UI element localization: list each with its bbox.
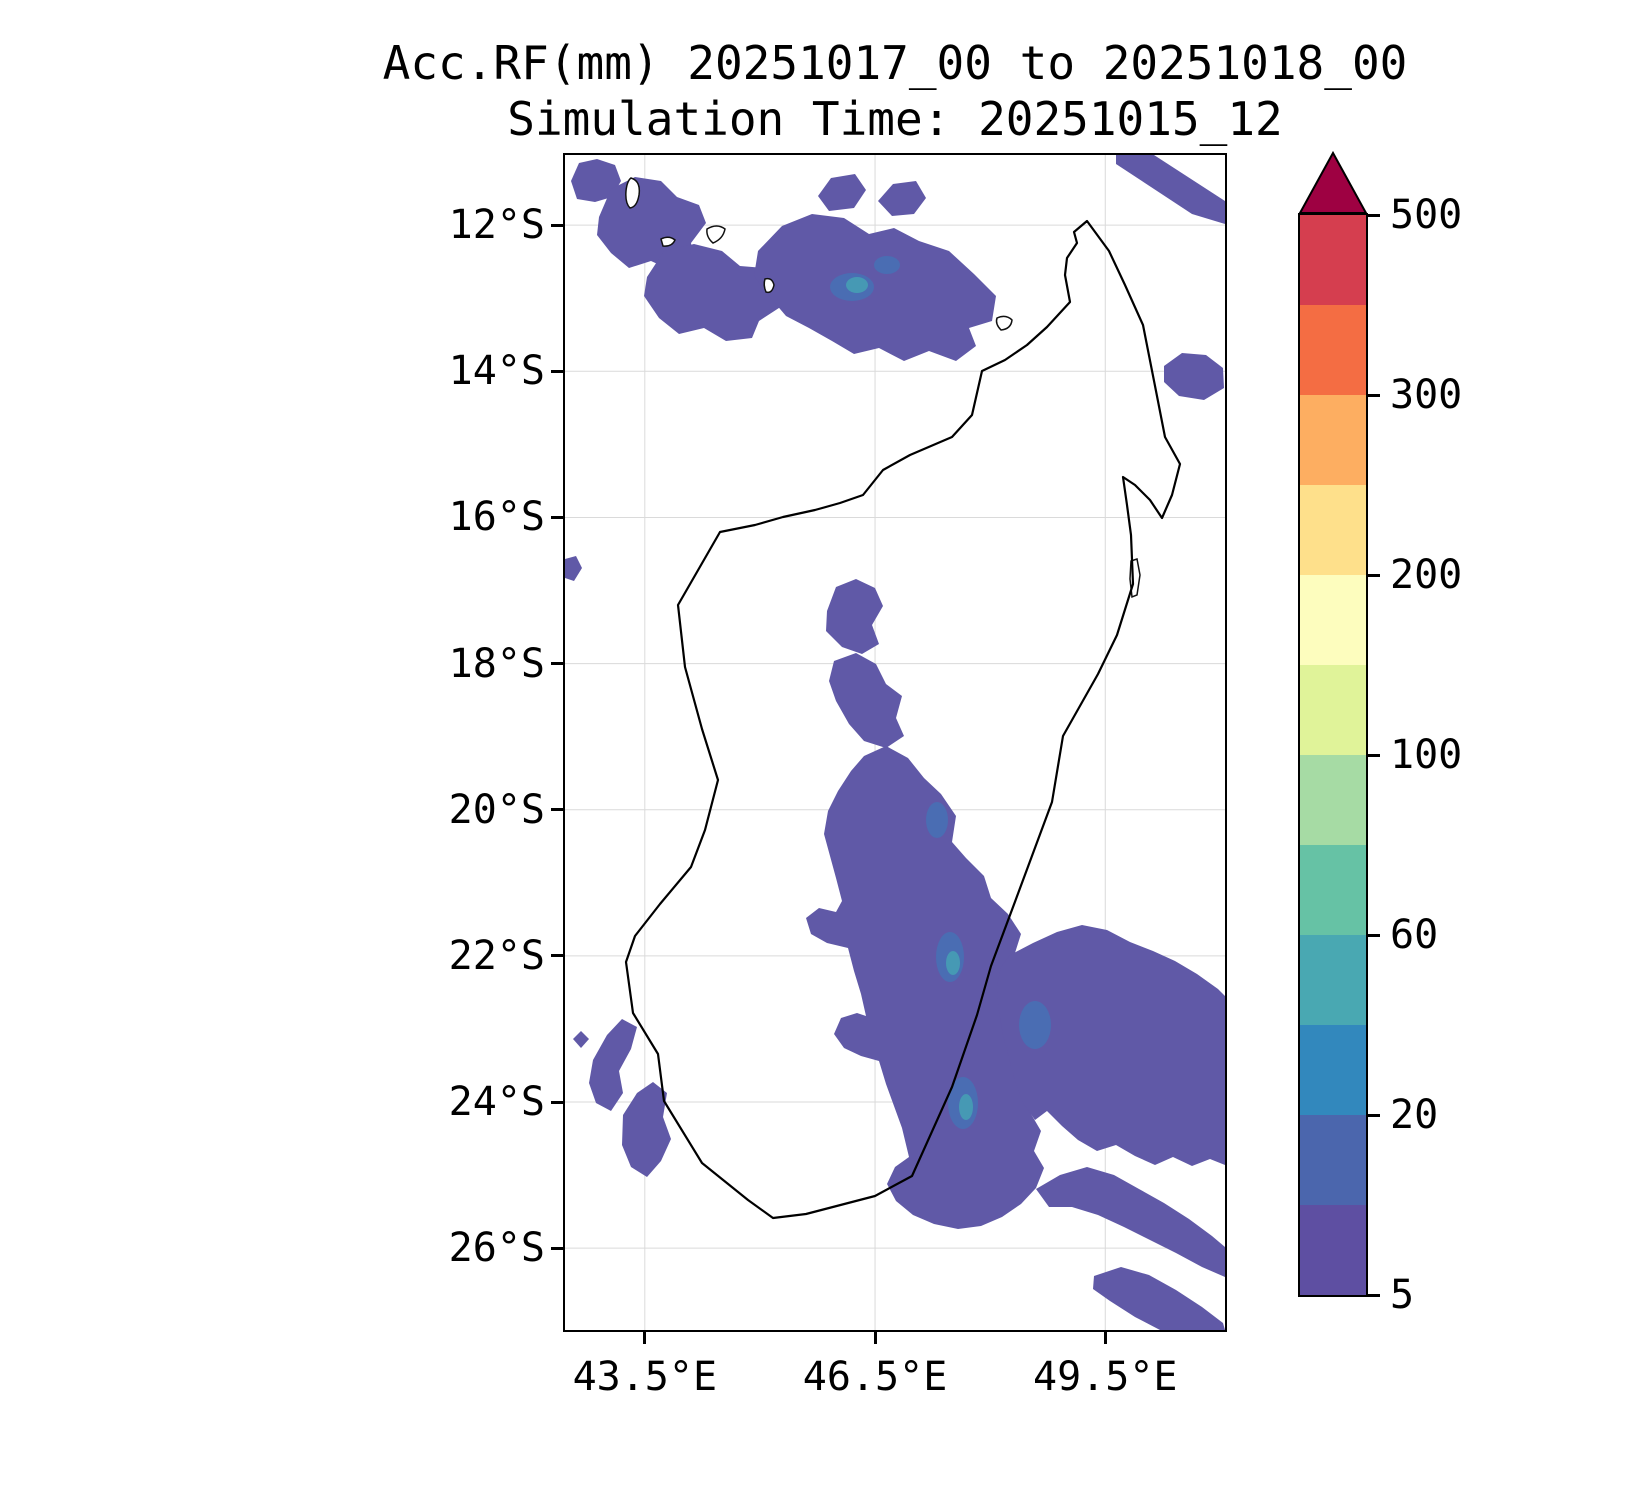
x-tick-label: 43.5°E bbox=[572, 1354, 718, 1400]
colorbar-segment-60-80 bbox=[1300, 844, 1366, 935]
rain-patch-west-edge bbox=[565, 556, 582, 581]
y-tick-label: 16°S bbox=[448, 494, 545, 541]
y-tick-mark bbox=[551, 808, 563, 812]
colorbar-segment-400-500 bbox=[1300, 214, 1366, 305]
rain-patch-nw-band bbox=[754, 214, 996, 361]
colorbar-extend-arrow bbox=[1298, 150, 1368, 214]
y-tick-label: 26°S bbox=[448, 1225, 545, 1272]
colorbar-tick-label: 500 bbox=[1390, 192, 1463, 238]
colorbar-tick-mark bbox=[1368, 933, 1380, 937]
y-tick-label: 14°S bbox=[448, 348, 545, 395]
rainfall-layer bbox=[565, 155, 1225, 1330]
y-tick-mark bbox=[551, 223, 563, 227]
y-tick-label: 22°S bbox=[448, 932, 545, 979]
rain-patch-sw-coast-1 bbox=[589, 1019, 637, 1111]
y-tick-mark bbox=[551, 954, 563, 958]
colorbar-tick-mark bbox=[1368, 1293, 1380, 1297]
rain-core-nw-3 bbox=[874, 256, 900, 274]
y-tick-label: 18°S bbox=[448, 640, 545, 687]
colorbar-segment-5-10 bbox=[1300, 1204, 1366, 1295]
colorbar-segment-10-20 bbox=[1300, 1114, 1366, 1205]
rain-patch-east-offshore bbox=[1164, 353, 1224, 400]
madagascar-coastline bbox=[624, 219, 1182, 1220]
colorbar-tick-mark bbox=[1368, 393, 1380, 397]
rain-patch-nw-b bbox=[597, 177, 706, 271]
x-tick-label: 46.5°E bbox=[802, 1354, 948, 1400]
y-tick-mark bbox=[551, 662, 563, 666]
colorbar-segment-150-200 bbox=[1300, 574, 1366, 665]
rain-patch-nw-a bbox=[571, 159, 621, 202]
island-moheli bbox=[660, 236, 676, 247]
y-tick-mark bbox=[551, 369, 563, 373]
rain-patch-central-2 bbox=[829, 653, 904, 748]
map-canvas bbox=[565, 155, 1225, 1330]
y-tick-mark bbox=[551, 1246, 563, 1250]
colorbar-tick-label: 100 bbox=[1390, 732, 1463, 778]
colorbar-tick-label: 200 bbox=[1390, 552, 1463, 598]
x-tick-mark bbox=[873, 1332, 877, 1344]
rain-patch-se-mass bbox=[997, 925, 1225, 1166]
colorbar-tick-mark bbox=[1368, 1113, 1380, 1117]
colorbar-tick-label: 300 bbox=[1390, 372, 1463, 418]
rain-patch-nw-e bbox=[818, 174, 866, 211]
colorbar-segment-40-60 bbox=[1300, 934, 1366, 1025]
rain-patch-sw-coast-2 bbox=[622, 1082, 671, 1177]
chart-title: Acc.RF(mm) 20251017_00 to 20251018_00 bbox=[382, 36, 1408, 90]
colorbar-over-triangle bbox=[1298, 150, 1368, 214]
y-tick-mark bbox=[551, 1100, 563, 1104]
rain-patch-se-streak-1 bbox=[1036, 1167, 1225, 1277]
rain-core-nw-2 bbox=[846, 277, 868, 293]
island-anjouan bbox=[706, 225, 726, 244]
x-tick-mark bbox=[643, 1332, 647, 1344]
rain-patch-nw-c bbox=[644, 244, 786, 341]
colorbar-segment-100-150 bbox=[1300, 664, 1366, 755]
colorbar-segment-80-100 bbox=[1300, 754, 1366, 845]
rain-patch-main-band bbox=[806, 746, 1044, 1229]
map-plot-area bbox=[563, 153, 1227, 1332]
island-mayotte bbox=[763, 277, 775, 294]
island-grande-comore bbox=[625, 177, 641, 209]
colorbar-tick-mark bbox=[1368, 753, 1380, 757]
colorbar-segment-300-400 bbox=[1300, 304, 1366, 395]
island-nosy-be bbox=[995, 315, 1013, 331]
coastline-layer bbox=[624, 177, 1182, 1220]
x-tick-mark bbox=[1103, 1332, 1107, 1344]
rain-core-se-1 bbox=[1019, 1001, 1051, 1049]
y-tick-label: 24°S bbox=[448, 1079, 545, 1125]
rain-patch-nw-f bbox=[878, 181, 926, 216]
rain-patch-central-1 bbox=[826, 579, 883, 654]
rain-core-main-5 bbox=[959, 1094, 973, 1120]
colorbar-tick-label: 20 bbox=[1390, 1092, 1439, 1138]
rain-core-main-1 bbox=[926, 802, 948, 838]
colorbar bbox=[1298, 213, 1368, 1297]
y-tick-label: 12°S bbox=[448, 202, 545, 249]
colorbar-segment-250-300 bbox=[1300, 394, 1366, 485]
y-tick-label: 20°S bbox=[448, 786, 545, 833]
rain-patch-ne-streak bbox=[1116, 155, 1225, 224]
rain-patch-sw-coast-3 bbox=[573, 1031, 589, 1048]
colorbar-segment-20-40 bbox=[1300, 1024, 1366, 1115]
x-tick-label: 49.5°E bbox=[1033, 1354, 1178, 1400]
colorbar-tick-mark bbox=[1368, 573, 1380, 577]
rain-core-main-3 bbox=[946, 951, 960, 975]
colorbar-tick-mark bbox=[1368, 213, 1380, 217]
colorbar-tick-label: 60 bbox=[1390, 912, 1439, 958]
y-tick-mark bbox=[551, 515, 563, 519]
chart-subtitle: Simulation Time: 20251015_12 bbox=[507, 92, 1283, 146]
rain-patch-se-streak-2 bbox=[1093, 1267, 1225, 1330]
colorbar-segment-200-250 bbox=[1300, 484, 1366, 575]
colorbar-tick-label: 5 bbox=[1390, 1272, 1415, 1318]
